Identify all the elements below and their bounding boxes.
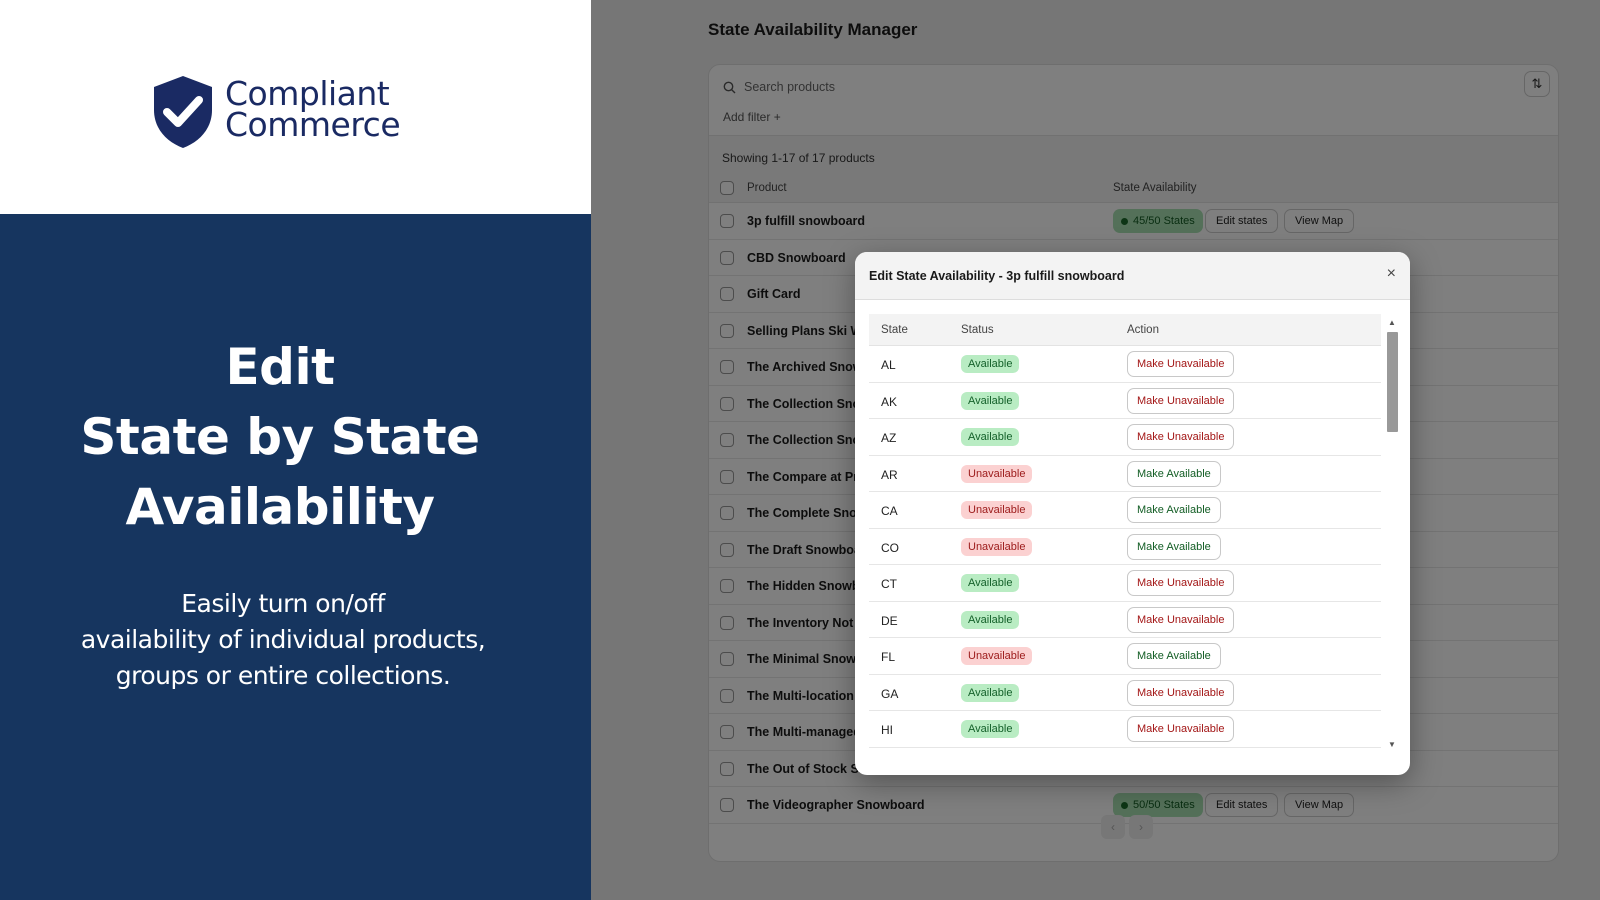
hero-sub-line-2: availability of individual products, <box>80 625 486 654</box>
state-code: FL <box>881 650 896 664</box>
make-available-button[interactable]: Make Available <box>1127 497 1221 523</box>
state-row: AR Unavailable Make Available <box>869 456 1381 492</box>
status-badge: Unavailable <box>961 647 1033 665</box>
state-row: CO Unavailable Make Available <box>869 529 1381 565</box>
make-available-button[interactable]: Make Available <box>1127 643 1221 669</box>
state-code: AR <box>881 467 898 482</box>
modal-header: Edit State Availability - 3p fulfill sno… <box>855 252 1410 300</box>
state-row: AL Available Make Unavailable <box>869 346 1381 383</box>
column-action: Action <box>1127 324 1159 336</box>
state-row: FL Unavailable Make Available <box>869 638 1381 675</box>
state-code: AZ <box>881 431 897 445</box>
hero-panel: Edit State by State Availability Easily … <box>0 214 591 900</box>
scroll-up-icon[interactable]: ▲ <box>1388 318 1396 327</box>
state-code: DE <box>881 613 898 628</box>
status-badge: Available <box>961 574 1020 592</box>
logo-line-2: Commerce <box>225 105 401 144</box>
status-badge: Unavailable <box>961 537 1033 556</box>
make-available-button[interactable]: Make Available <box>1127 460 1221 487</box>
close-icon[interactable]: × <box>1386 265 1396 282</box>
state-row: CT Available Make Unavailable <box>869 565 1381 602</box>
state-row: DE Available Make Unavailable <box>869 602 1381 638</box>
make-unavailable-button[interactable]: Make Unavailable <box>1127 424 1235 450</box>
status-badge: Available <box>961 355 1020 373</box>
modal-title: Edit State Availability - 3p fulfill sno… <box>869 269 1125 283</box>
scroll-down-icon[interactable]: ▼ <box>1388 740 1396 749</box>
logo: Compliant Commerce <box>151 74 411 150</box>
column-state: State <box>881 324 908 336</box>
hero-title-line-3: Availability <box>125 478 435 536</box>
hero-sub-line-3: groups or entire collections. <box>115 661 451 690</box>
hero-title-line-1: Edit <box>225 338 336 396</box>
status-badge: Available <box>961 391 1020 410</box>
state-code: AL <box>881 358 896 372</box>
state-code: CO <box>881 540 899 555</box>
hero-title: Edit State by State Availability <box>0 332 560 542</box>
make-unavailable-button[interactable]: Make Unavailable <box>1127 351 1235 377</box>
shield-check-icon <box>154 76 212 148</box>
hero-title-line-2: State by State <box>80 408 480 466</box>
state-code: CA <box>881 504 898 518</box>
state-code: HI <box>881 723 893 737</box>
make-available-button[interactable]: Make Available <box>1127 533 1221 560</box>
edit-state-modal: Edit State Availability - 3p fulfill sno… <box>855 252 1410 775</box>
state-row: AK Available Make Unavailable <box>869 383 1381 419</box>
column-status: Status <box>961 324 994 336</box>
state-row: HI Available Make Unavailable <box>869 711 1381 748</box>
status-badge: Unavailable <box>961 501 1033 519</box>
status-badge: Available <box>961 720 1020 738</box>
scrollbar-thumb[interactable] <box>1387 332 1398 432</box>
make-unavailable-button[interactable]: Make Unavailable <box>1127 716 1235 742</box>
state-row: CA Unavailable Make Available <box>869 492 1381 529</box>
status-badge: Unavailable <box>961 464 1033 483</box>
state-table-header: State Status Action <box>869 314 1381 346</box>
logo-line-1: Compliant <box>225 74 390 113</box>
state-code: CT <box>881 577 897 591</box>
make-unavailable-button[interactable]: Make Unavailable <box>1127 606 1235 633</box>
state-code: GA <box>881 686 899 701</box>
state-table: State Status Action AL Available Make Unav… <box>869 314 1381 750</box>
make-unavailable-button[interactable]: Make Unavailable <box>1127 679 1235 706</box>
logo-wordmark: Compliant Commerce <box>225 74 401 144</box>
status-badge: Available <box>961 428 1020 446</box>
make-unavailable-button[interactable]: Make Unavailable <box>1127 570 1235 596</box>
state-row: GA Available Make Unavailable <box>869 675 1381 711</box>
status-badge: Available <box>961 610 1020 629</box>
state-row: AZ Available Make Unavailable <box>869 419 1381 456</box>
brand-panel: Compliant Commerce <box>0 0 591 214</box>
status-badge: Available <box>961 683 1020 702</box>
hero-sub-line-1: Easily turn on/off <box>181 589 385 618</box>
state-code: AK <box>881 394 898 409</box>
hero-subtitle: Easily turn on/off availability of indiv… <box>0 586 566 694</box>
make-unavailable-button[interactable]: Make Unavailable <box>1127 387 1235 414</box>
modal-scrollbar[interactable]: ▲ ▼ <box>1386 318 1398 749</box>
